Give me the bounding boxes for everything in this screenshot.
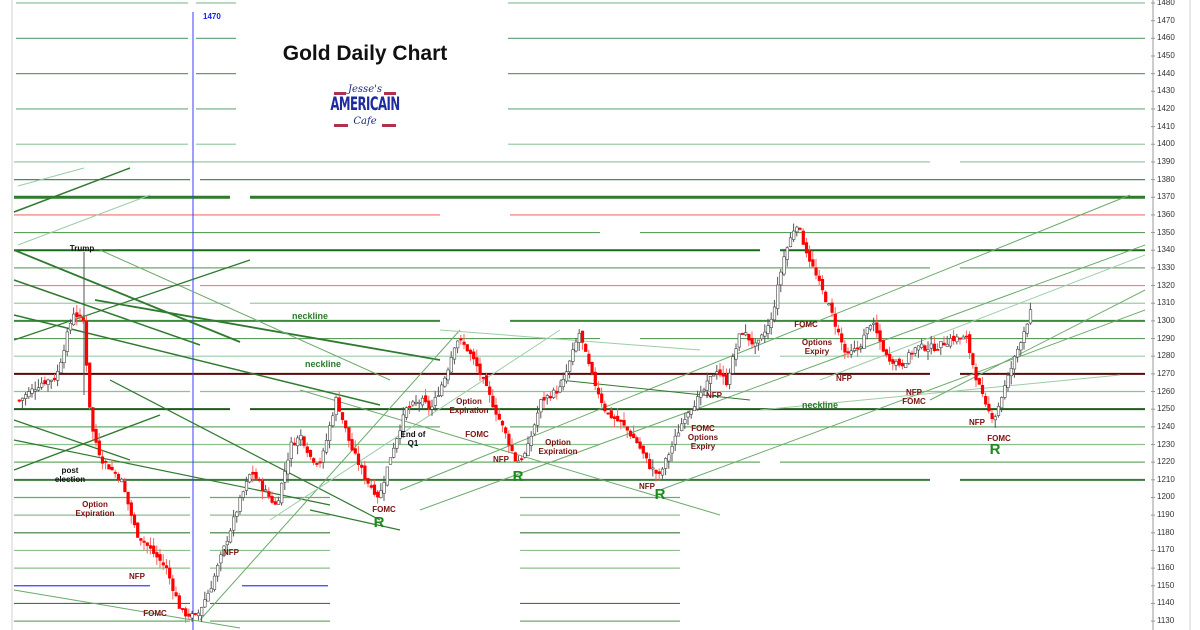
y-tick-label: 1250 — [1157, 404, 1175, 414]
y-tick-label: 1180 — [1157, 527, 1175, 537]
reversal-marker: R — [989, 441, 1001, 458]
reversal-marker: R — [654, 486, 666, 503]
y-tick-label: 1290 — [1157, 333, 1175, 343]
y-tick-label: 1160 — [1157, 563, 1175, 573]
event-annotation: FOMC — [987, 434, 1011, 443]
trendlines — [13, 167, 1146, 629]
event-annotation: Trump — [69, 244, 95, 253]
y-tick-label: 1480 — [1157, 0, 1175, 7]
y-tick-label: 1460 — [1157, 33, 1175, 43]
y-tick-label: 1370 — [1157, 192, 1175, 202]
event-annotation: Options Expiry — [801, 338, 833, 356]
y-tick-label: 1140 — [1157, 598, 1175, 608]
y-tick-label: 1150 — [1157, 580, 1175, 590]
event-annotation: FOMC Options Expiry — [687, 424, 719, 451]
event-annotation: NFP — [493, 455, 509, 464]
neckline-label: neckline — [801, 400, 839, 410]
event-annotation: NFP — [969, 418, 985, 427]
y-tick-label: 1220 — [1157, 457, 1175, 467]
y-tick-label: 1350 — [1157, 227, 1175, 237]
event-annotation: post election — [54, 466, 86, 484]
vertical-marker-label: 1470 — [203, 12, 221, 21]
event-annotation: FOMC — [143, 609, 167, 618]
y-tick-label: 1320 — [1157, 280, 1175, 290]
y-tick-label: 1310 — [1157, 298, 1175, 308]
y-tick-label: 1260 — [1157, 386, 1175, 396]
reversal-marker: R — [373, 514, 385, 531]
y-tick-label: 1440 — [1157, 68, 1175, 78]
event-annotation: Option Expiration — [449, 397, 489, 415]
y-tick-label: 1230 — [1157, 439, 1175, 449]
logo-line1: Jesse's — [348, 84, 382, 95]
horizontal-levels — [14, 2, 1145, 630]
y-tick-label: 1340 — [1157, 245, 1175, 255]
y-tick-label: 1130 — [1157, 616, 1175, 626]
event-annotation: NFP — [129, 572, 145, 581]
event-annotation: FOMC — [372, 505, 396, 514]
event-annotation: End of Q1 — [400, 430, 426, 448]
y-tick-label: 1190 — [1157, 510, 1175, 520]
neckline-label: neckline — [291, 311, 329, 321]
reversal-marker: R — [512, 468, 524, 485]
y-tick-label: 1210 — [1157, 474, 1175, 484]
y-tick-label: 1380 — [1157, 174, 1175, 184]
y-tick-label: 1400 — [1157, 139, 1175, 149]
logo-line2: AMERICAIN — [330, 94, 400, 116]
y-tick-label: 1280 — [1157, 351, 1175, 361]
event-annotation: Option Expiration — [75, 500, 115, 518]
y-tick-label: 1450 — [1157, 50, 1175, 60]
y-tick-label: 1330 — [1157, 262, 1175, 272]
y-tick-label: 1410 — [1157, 121, 1175, 131]
y-tick-label: 1430 — [1157, 86, 1175, 96]
event-annotation: Option Expiration — [538, 438, 578, 456]
y-tick-label: 1170 — [1157, 545, 1175, 555]
y-tick-label: 1300 — [1157, 315, 1175, 325]
y-tick-label: 1270 — [1157, 368, 1175, 378]
event-annotation: NFP — [223, 548, 239, 557]
y-tick-label: 1240 — [1157, 421, 1175, 431]
chart-title: Gold Daily Chart — [282, 42, 448, 65]
event-annotation: NFP — [706, 391, 722, 400]
event-annotation: FOMC — [465, 430, 489, 439]
logo: Jesse's AMERICAIN Cafe — [330, 84, 400, 142]
y-tick-label: 1200 — [1157, 492, 1175, 502]
y-tick-label: 1420 — [1157, 103, 1175, 113]
event-annotation: NFP — [836, 374, 852, 383]
candlesticks — [17, 223, 1033, 623]
neckline-label: neckline — [304, 359, 342, 369]
event-annotation: NFP FOMC — [902, 388, 926, 406]
event-annotation: FOMC — [794, 320, 818, 329]
y-axis — [1151, 0, 1155, 630]
logo-line3: Cafe — [353, 116, 377, 127]
y-tick-label: 1470 — [1157, 15, 1175, 25]
y-tick-label: 1360 — [1157, 209, 1175, 219]
y-tick-label: 1390 — [1157, 156, 1175, 166]
event-annotation: NFP — [639, 482, 655, 491]
